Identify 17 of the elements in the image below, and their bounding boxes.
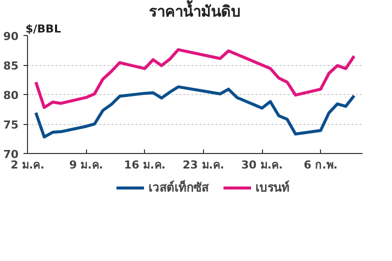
chart-title: ราคาน้ำมันดิบ <box>149 0 241 20</box>
y-axis-title: $/BBL <box>26 22 61 36</box>
y-tick-label: 70 <box>3 148 19 161</box>
x-tick-label: 2 ม.ค. <box>10 158 44 172</box>
x-tick-label: 6 ก.พ. <box>304 158 338 172</box>
x-tick-label: 16 ม.ค. <box>124 158 166 172</box>
legend-label: เวสต์เท็กซัส <box>148 179 208 196</box>
y-tick-label: 90 <box>3 30 19 43</box>
line-series <box>34 48 356 109</box>
y-tick-label: 80 <box>3 89 19 102</box>
x-tick-label: 30 ม.ค. <box>241 158 283 172</box>
line-series <box>34 85 356 138</box>
x-tick-label: 9 ม.ค. <box>69 158 104 172</box>
y-tick-label: 85 <box>3 60 19 72</box>
y-tick-label: 75 <box>3 118 19 132</box>
legend-label: เบรนท์ <box>256 180 290 196</box>
x-tick-label: 23 ม.ค. <box>182 158 224 172</box>
